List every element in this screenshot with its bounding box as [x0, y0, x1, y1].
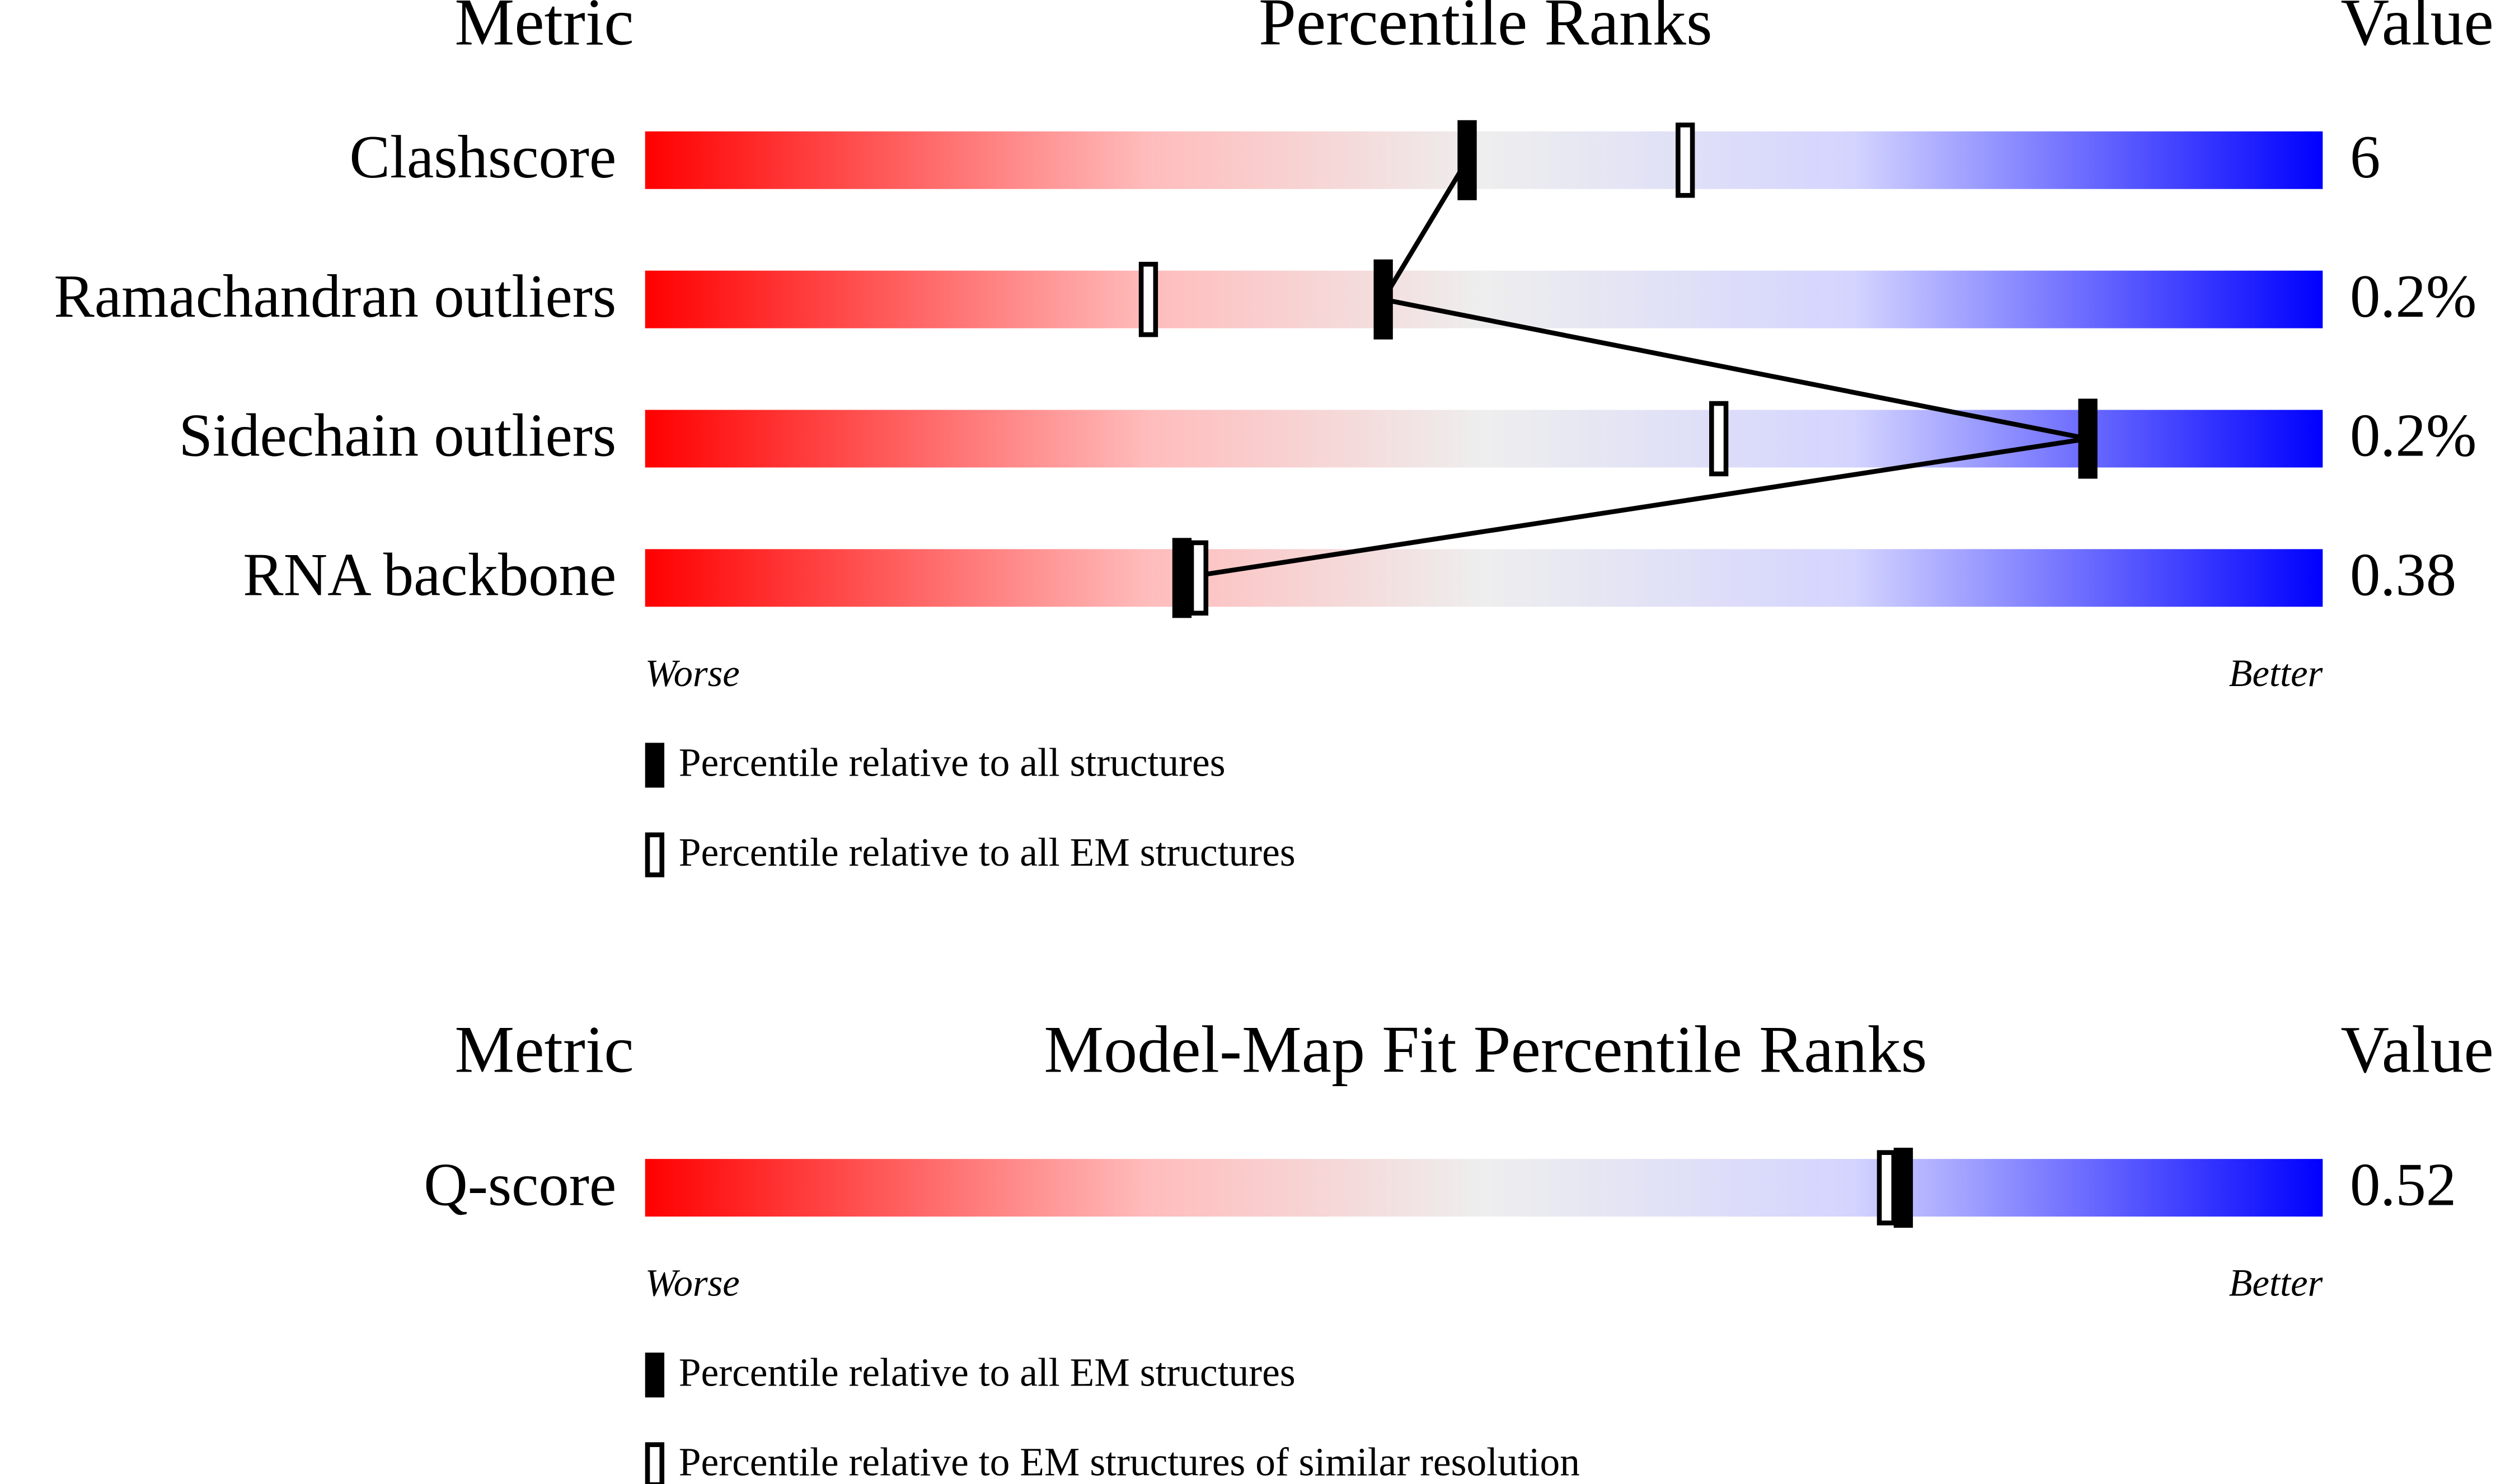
percentile-bar	[645, 549, 2323, 607]
value-header: Value	[2340, 1012, 2494, 1087]
percentile-bar	[645, 1159, 2323, 1217]
worse-label: Worse	[645, 1262, 740, 1304]
metric-value: 0.38	[2350, 541, 2456, 608]
legend-label: Percentile relative to EM structures of …	[679, 1440, 1580, 1484]
metric-label: Q-score	[424, 1150, 616, 1218]
metric-header: Metric	[454, 0, 634, 59]
marker-hollow	[1709, 401, 1729, 477]
legend-marker	[645, 1352, 665, 1398]
legend-label: Percentile relative to all EM structures	[679, 830, 1296, 875]
marker-filled	[1893, 1148, 1913, 1228]
marker-hollow	[1189, 540, 1209, 616]
legend-label: Percentile relative to all structures	[679, 741, 1226, 785]
metric-label: Clashscore	[349, 123, 616, 191]
percentile-bar	[645, 410, 2323, 468]
marker-filled	[1457, 120, 1477, 200]
better-label: Better	[2229, 652, 2323, 694]
percentile-bar	[645, 131, 2323, 189]
marker-filled	[1373, 259, 1393, 340]
chart-title: Model-Map Fit Percentile Ranks	[1044, 1012, 1927, 1087]
value-header: Value	[2340, 0, 2494, 59]
worse-label: Worse	[645, 652, 740, 694]
chart-title: Percentile Ranks	[1259, 0, 1713, 59]
metric-label: Sidechain outliers	[179, 402, 616, 469]
metric-value: 0.2%	[2350, 262, 2476, 330]
better-label: Better	[2229, 1262, 2323, 1304]
metric-value: 0.52	[2350, 1150, 2456, 1218]
legend-marker	[645, 1442, 665, 1484]
metric-label: RNA backbone	[243, 541, 616, 608]
marker-hollow	[1876, 1150, 1897, 1225]
metric-value: 6	[2350, 123, 2380, 191]
metric-header: Metric	[454, 1012, 634, 1087]
marker-hollow	[1138, 261, 1158, 337]
marker-filled	[1172, 538, 1192, 618]
legend-marker	[645, 743, 665, 788]
legend-label: Percentile relative to all EM structures	[679, 1351, 1296, 1395]
metric-value: 0.2%	[2350, 402, 2476, 469]
marker-hollow	[1676, 123, 1695, 198]
connector-line	[1181, 159, 2089, 581]
legend-marker	[645, 832, 665, 877]
metric-label: Ramachandran outliers	[54, 262, 616, 330]
marker-filled	[2078, 398, 2098, 479]
